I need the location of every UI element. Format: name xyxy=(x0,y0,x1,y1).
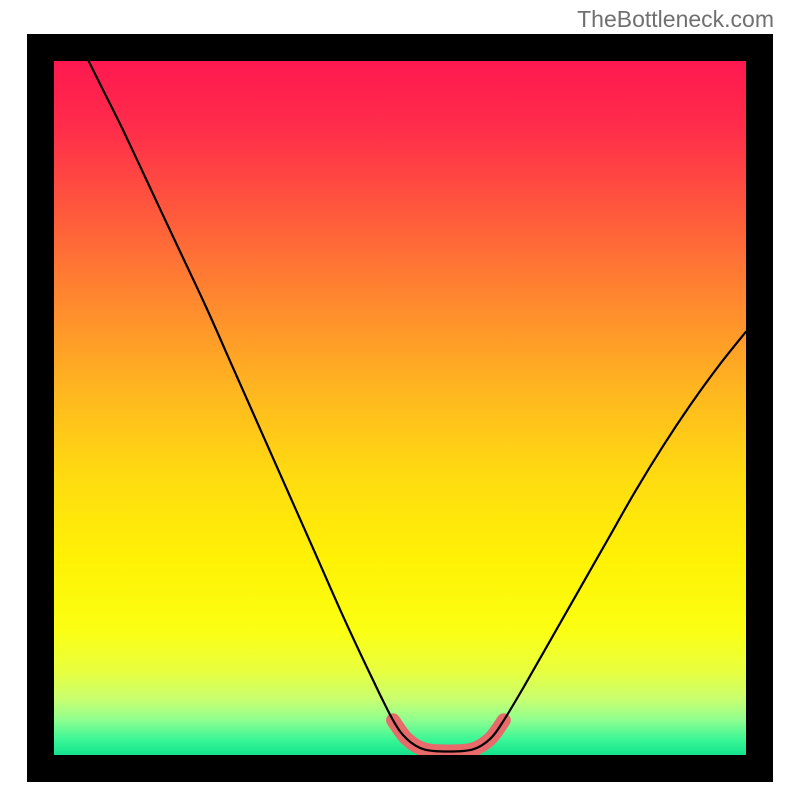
bottleneck-chart: TheBottleneck.com xyxy=(0,0,800,800)
chart-svg xyxy=(0,0,800,800)
watermark-text: TheBottleneck.com xyxy=(577,6,774,33)
